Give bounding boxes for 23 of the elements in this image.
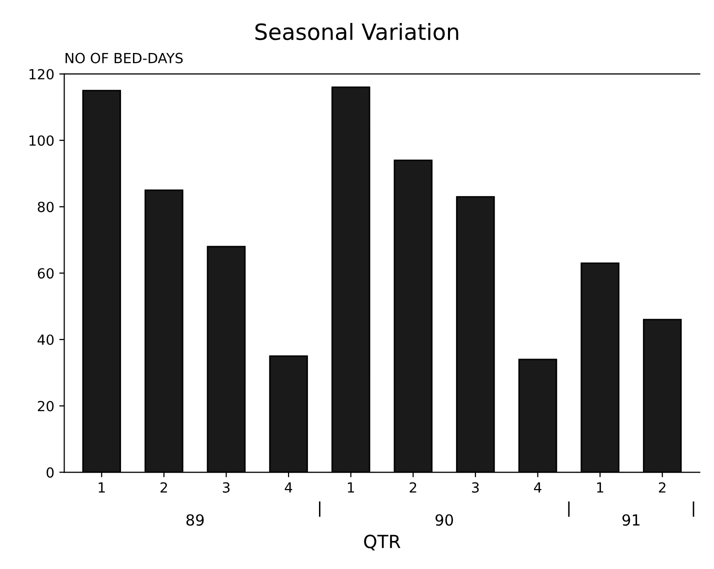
y-tick-label: 60 — [38, 268, 54, 279]
text: 90 — [436, 514, 453, 526]
x-tick-label: 4 — [284, 482, 292, 493]
text: 89 — [186, 514, 204, 526]
y-tick-label: 0 — [46, 467, 54, 478]
y-tick-label: 100 — [30, 135, 54, 146]
y-tick-label: 80 — [38, 202, 54, 212]
x-tick-label: 2 — [160, 482, 167, 493]
y-tick-label: 40 — [38, 334, 54, 345]
y-tick-label: 120 — [30, 68, 54, 80]
chart-title: Seasonal Variation — [255, 22, 458, 40]
x-tick-label: 4 — [534, 482, 542, 493]
x-tick-label: 2 — [410, 482, 416, 493]
x-tick-label: 3 — [472, 482, 479, 493]
x-tick-label: 2 — [658, 482, 666, 493]
y-axis-title: NO OF BED-DAYS — [66, 52, 183, 64]
x-tick-label: 1 — [98, 482, 105, 493]
x-axis-title: QTR — [364, 534, 400, 550]
x-tick-label: 1 — [597, 482, 604, 493]
x-tick-label: 3 — [222, 482, 230, 493]
x-tick-label: 1 — [348, 482, 354, 493]
text: 91 — [622, 514, 640, 526]
y-tick-label: 20 — [38, 400, 54, 412]
